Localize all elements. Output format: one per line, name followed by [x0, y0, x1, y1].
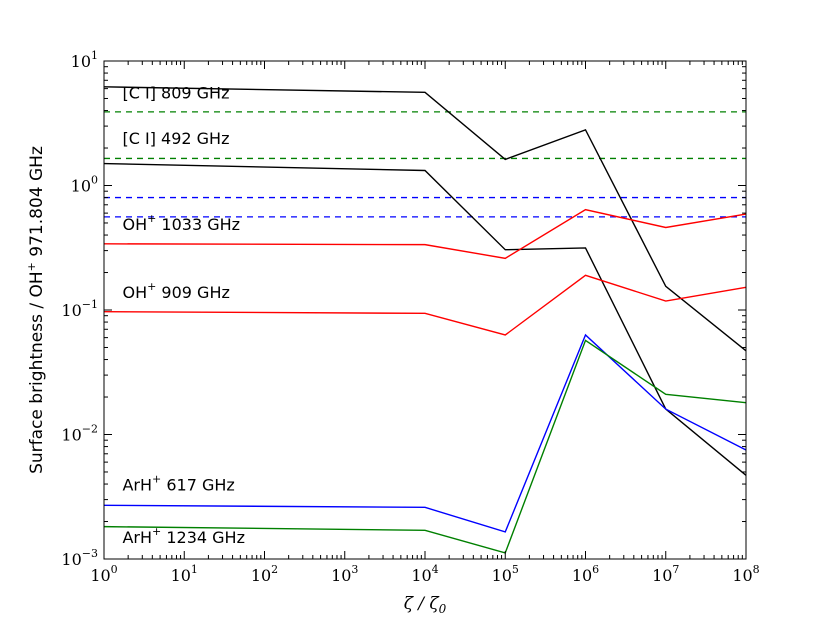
- line-label-4: OH+ 909 GHz: [122, 280, 229, 302]
- series-line-1: [103, 86, 747, 352]
- series-line-4: [103, 274, 747, 336]
- x-tick-label: 105: [492, 563, 519, 585]
- y-tick-label: 100: [71, 174, 98, 196]
- x-axis-label: ζ / ζ0: [404, 594, 447, 616]
- series-line-5: [103, 333, 747, 533]
- x-tick-label: 102: [251, 563, 278, 585]
- x-tick-label: 108: [732, 563, 759, 585]
- line-label-6: ArH+ 1234 GHz: [122, 525, 245, 547]
- series-line-2: [103, 162, 747, 476]
- y-tick-label: 10−1: [61, 298, 98, 320]
- x-tick-label: 101: [171, 563, 198, 585]
- line-label-1: [C I] 809 GHz: [122, 83, 229, 102]
- line-label-3: OH+ 1033 GHz: [122, 212, 240, 234]
- line-label-5: ArH+ 617 GHz: [122, 472, 234, 494]
- x-tick-label: 100: [90, 563, 117, 585]
- y-tick-label: 101: [71, 49, 98, 71]
- series-line-6: [103, 339, 747, 554]
- x-tick-label: 104: [411, 563, 438, 585]
- line-label-2: [C I] 492 GHz: [122, 129, 229, 148]
- y-tick-label: 10−3: [61, 547, 98, 569]
- x-tick-label: 106: [572, 563, 599, 585]
- x-tick-label: 103: [331, 563, 358, 585]
- y-tick-label: 10−2: [61, 423, 98, 445]
- y-axis-label: Surface brightness / OH+ 971.804 GHz: [25, 146, 47, 474]
- x-tick-label: 107: [652, 563, 679, 585]
- series-line-3: [103, 208, 747, 260]
